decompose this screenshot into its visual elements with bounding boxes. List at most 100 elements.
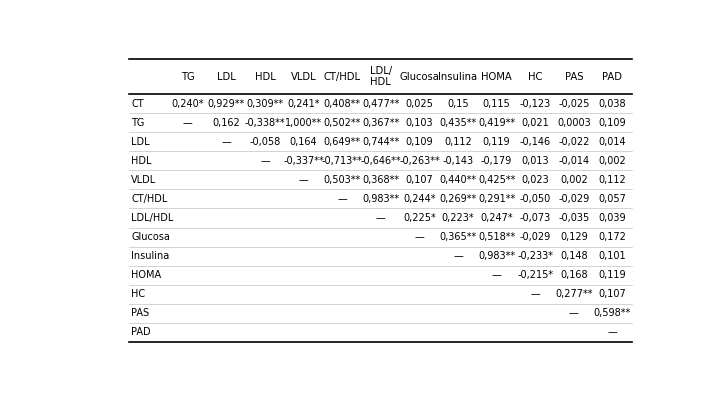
Text: 0,023: 0,023 [522,175,549,185]
Text: —: — [492,270,501,280]
Text: 0,983**: 0,983** [478,251,515,261]
Text: PAS: PAS [131,308,149,318]
Text: 0,119: 0,119 [483,137,510,147]
Text: 0,112: 0,112 [599,175,626,185]
Text: 0,225*: 0,225* [403,213,436,223]
Text: 0,014: 0,014 [599,137,626,147]
Text: PAS: PAS [565,72,583,82]
Text: -0,146: -0,146 [520,137,551,147]
Text: 0,107: 0,107 [599,289,626,299]
Text: HOMA: HOMA [482,72,512,82]
Text: 0,164: 0,164 [290,137,317,147]
Text: 0,929**: 0,929** [208,99,245,108]
Text: 0,038: 0,038 [599,99,626,108]
Text: 0,148: 0,148 [560,251,588,261]
Text: Glucosa: Glucosa [131,232,170,242]
Text: 0,744**: 0,744** [362,137,400,147]
Text: 0,109: 0,109 [599,118,626,128]
Text: —: — [183,118,192,128]
Text: -0,035: -0,035 [558,213,589,223]
Text: 0,269**: 0,269** [439,194,477,204]
Text: —: — [415,232,424,242]
Text: 0,057: 0,057 [599,194,627,204]
Text: -0,263**: -0,263** [399,156,440,166]
Text: 0,277**: 0,277** [555,289,593,299]
Text: 0,112: 0,112 [444,137,472,147]
Text: 0,168: 0,168 [560,270,588,280]
Text: 0,025: 0,025 [405,99,434,108]
Text: -0,713**: -0,713** [321,156,362,166]
Text: CT/HDL: CT/HDL [131,194,168,204]
Text: -0,338**: -0,338** [245,118,286,128]
Text: —: — [299,175,309,185]
Text: 0,291**: 0,291** [478,194,515,204]
Text: 0,365**: 0,365** [439,232,477,242]
Text: 0,021: 0,021 [522,118,549,128]
Text: 0,129: 0,129 [560,232,588,242]
Text: TG: TG [131,118,145,128]
Text: 0,119: 0,119 [599,270,626,280]
Text: 0,309**: 0,309** [247,99,283,108]
Text: LDL: LDL [217,72,235,82]
Text: Insulina: Insulina [131,251,169,261]
Text: -0,050: -0,050 [520,194,551,204]
Text: PAD: PAD [131,327,151,337]
Text: 0,162: 0,162 [212,118,240,128]
Text: 0,107: 0,107 [405,175,434,185]
Text: 0,419**: 0,419** [478,118,515,128]
Text: 0,503**: 0,503** [324,175,361,185]
Text: 0,039: 0,039 [599,213,626,223]
Text: —: — [260,156,270,166]
Text: 0,477**: 0,477** [362,99,400,108]
Text: HOMA: HOMA [131,270,161,280]
Text: 0,408**: 0,408** [324,99,361,108]
Text: —: — [453,251,463,261]
Text: —: — [376,213,386,223]
Text: 0,103: 0,103 [405,118,434,128]
Text: -0,646**: -0,646** [360,156,401,166]
Text: 0,247*: 0,247* [480,213,513,223]
Text: 0,109: 0,109 [405,137,434,147]
Text: HDL: HDL [131,156,152,166]
Text: 0,241*: 0,241* [288,99,320,108]
Text: 0,0003: 0,0003 [557,118,591,128]
Text: 0,598**: 0,598** [594,308,631,318]
Text: LDL/HDL: LDL/HDL [131,213,173,223]
Text: CT: CT [131,99,144,108]
Text: Insulina: Insulina [439,72,477,82]
Text: -0,337**: -0,337** [283,156,324,166]
Text: 0,002: 0,002 [560,175,588,185]
Text: 0,435**: 0,435** [439,118,477,128]
Text: -0,014: -0,014 [558,156,589,166]
Text: 0,502**: 0,502** [324,118,361,128]
Text: 0,518**: 0,518** [478,232,515,242]
Text: PAD: PAD [603,72,623,82]
Text: —: — [530,289,540,299]
Text: 0,101: 0,101 [599,251,626,261]
Text: 0,649**: 0,649** [324,137,361,147]
Text: 0,983**: 0,983** [362,194,399,204]
Text: 0,367**: 0,367** [362,118,400,128]
Text: —: — [608,327,618,337]
Text: -0,179: -0,179 [481,156,513,166]
Text: -0,022: -0,022 [558,137,589,147]
Text: TG: TG [181,72,195,82]
Text: 1,000**: 1,000** [285,118,322,128]
Text: —: — [221,137,231,147]
Text: -0,123: -0,123 [520,99,551,108]
Text: LDL/
HDL: LDL/ HDL [369,66,392,88]
Text: 0,013: 0,013 [522,156,549,166]
Text: 0,172: 0,172 [599,232,627,242]
Text: -0,025: -0,025 [558,99,589,108]
Text: -0,029: -0,029 [558,194,589,204]
Text: -0,233*: -0,233* [517,251,553,261]
Text: HDL: HDL [255,72,276,82]
Text: VLDL: VLDL [131,175,157,185]
Text: —: — [337,194,347,204]
Text: 0,368**: 0,368** [362,175,399,185]
Text: LDL: LDL [131,137,150,147]
Text: 0,244*: 0,244* [403,194,436,204]
Text: —: — [569,308,579,318]
Text: CT/HDL: CT/HDL [324,72,361,82]
Text: 0,002: 0,002 [599,156,626,166]
